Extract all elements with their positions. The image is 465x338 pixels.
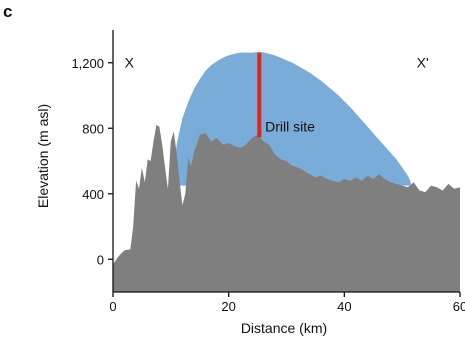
x-tick-label: 60 bbox=[453, 299, 465, 314]
x-tick-label: 20 bbox=[221, 299, 235, 314]
y-tick-label: 0 bbox=[97, 252, 104, 267]
y-tick-label: 400 bbox=[82, 187, 104, 202]
y-tick-label: 1,200 bbox=[71, 56, 104, 71]
x-tick-label: 0 bbox=[109, 299, 116, 314]
y-tick-label: 800 bbox=[82, 121, 104, 136]
bedrock-area bbox=[113, 125, 460, 292]
area-layer bbox=[113, 52, 460, 292]
annotation-2: Drill site bbox=[265, 119, 315, 135]
tick-layer: 0 20 40 60 0 400 800 1,200 bbox=[71, 56, 465, 314]
y-axis-title: Elevation (m asl) bbox=[35, 104, 51, 208]
annotation-layer: X X' Drill site bbox=[125, 55, 429, 135]
x-axis-title: Distance (km) bbox=[241, 320, 327, 336]
annotation-0: X bbox=[125, 55, 135, 71]
annotation-1: X' bbox=[417, 55, 429, 71]
panel-label: c bbox=[3, 2, 12, 21]
x-tick-label: 40 bbox=[337, 299, 351, 314]
